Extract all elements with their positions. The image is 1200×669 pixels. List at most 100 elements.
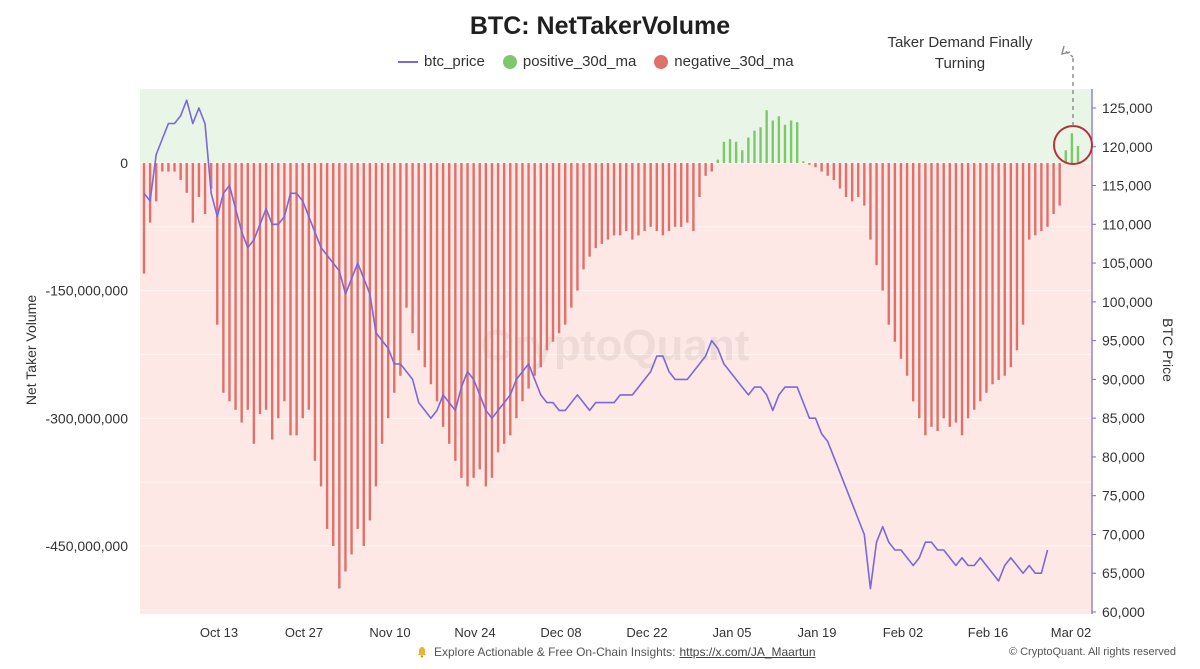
footer-center: Explore Actionable & Free On-Chain Insig… [416, 645, 816, 659]
negative-bar [142, 163, 146, 274]
positive-bar [783, 124, 787, 164]
negative-bar [185, 163, 188, 193]
chart-plot: CryptoQuant 0 -150,000,000 -300,000,000 -45… [45, 45, 1153, 640]
y-axis-right: 60,000 65,000 70,000 75,000 80,000 85,000 90,0… [1092, 100, 1153, 620]
chart-title: BTC: NetTakerVolume [469, 12, 731, 40]
legend-line-icon [398, 60, 418, 63]
positive-bar [728, 139, 732, 164]
negative-bar [399, 163, 402, 376]
negative-bar [301, 163, 304, 419]
positive-bar [1064, 150, 1067, 164]
legend-item-positive[interactable]: positive_30d_ma [502, 53, 636, 70]
x-tick-label: Feb 16 [968, 625, 1008, 640]
negative-bar [1058, 163, 1061, 206]
negative-bar [325, 163, 329, 529]
negative-bar [1040, 163, 1043, 232]
negative-bar [393, 163, 396, 393]
legend-item-btc-price[interactable]: btc_price [398, 53, 485, 70]
negative-bar [899, 163, 903, 359]
positive-bar [759, 127, 762, 164]
negative-bar [161, 163, 164, 172]
y-axis-left: 0 -150,000,000 -300,000,000 -450,000,000 [45, 155, 128, 554]
negative-bar [863, 163, 866, 206]
negative-bar [698, 163, 701, 198]
y-tick-right-label: 75,000 [1102, 488, 1145, 504]
annotation-line-2: Turning [934, 55, 986, 72]
legend-label: btc_price [424, 53, 485, 70]
grid-lines [140, 162, 1092, 611]
negative-bar [222, 163, 225, 393]
negative-bar [1027, 163, 1031, 240]
y-tick-right-label: 90,000 [1102, 371, 1145, 387]
negative-bar [893, 163, 897, 342]
negative-bar [948, 163, 952, 427]
negative-bar [496, 163, 500, 453]
legend: btc_price positive_30d_ma negative_30d_m… [398, 53, 812, 70]
legend-label: negative_30d_ma [674, 53, 794, 70]
negative-bar [557, 163, 561, 334]
negative-bar [435, 163, 439, 402]
negative-bar [264, 163, 268, 410]
negative-bar [234, 163, 237, 410]
negative-bar [936, 163, 939, 432]
positive-bar [734, 141, 738, 164]
negative-bar [918, 163, 921, 419]
negative-bar [380, 163, 384, 444]
negative-bar [600, 163, 604, 244]
footer-link[interactable]: https://x.com/JA_Maartun [679, 645, 816, 659]
negative-bar [551, 163, 555, 342]
negative-bar [521, 163, 524, 402]
negative-bar [564, 163, 567, 325]
y-tick-right-label: 100,000 [1102, 294, 1153, 310]
negative-bar [985, 163, 988, 393]
y-tick-right-label: 120,000 [1102, 139, 1153, 155]
negative-bar [295, 163, 298, 436]
y-tick-right-label: 70,000 [1102, 526, 1145, 542]
negative-bar [533, 163, 536, 376]
legend-item-negative[interactable]: negative_30d_ma [654, 53, 794, 70]
negative-bar [838, 163, 842, 189]
annotation-callout [1053, 45, 1093, 165]
negative-bar [417, 163, 420, 351]
negative-bar [191, 163, 195, 223]
negative-bar [307, 163, 311, 410]
negative-bar [240, 163, 243, 423]
negative-bar [1021, 163, 1025, 325]
y-tick-left-label: -450,000,000 [45, 538, 128, 554]
negative-bar [197, 163, 201, 198]
negative-bar [973, 163, 976, 410]
x-axis: Oct 13 Oct 27 Nov 10 Nov 24 Dec 08 Dec 22 Jan … [200, 625, 1091, 640]
negative-bar [429, 163, 433, 385]
negative-bar [270, 163, 274, 440]
negative-bar [710, 163, 713, 172]
positive-bar [789, 120, 793, 164]
arrow-icon [1061, 45, 1071, 55]
negative-bar [228, 163, 231, 402]
negative-bar [618, 163, 622, 236]
negative-bar [472, 163, 475, 478]
negative-bar [637, 163, 640, 236]
negative-bar [1003, 163, 1006, 376]
bell-icon [417, 647, 427, 658]
negative-bar [411, 163, 414, 334]
negative-bar [960, 163, 964, 436]
negative-bar [344, 163, 347, 572]
negative-bar [905, 163, 909, 376]
y-tick-right-label: 85,000 [1102, 410, 1145, 426]
negative-bar [252, 163, 256, 444]
negative-bar [478, 163, 481, 470]
background-zones [140, 89, 1092, 614]
positive-bar [747, 137, 750, 164]
negative-bar [509, 163, 512, 436]
negative-bar [356, 163, 359, 529]
footer-credit: © CryptoQuant. All rights reserved [1008, 646, 1176, 658]
y-tick-right-label: 110,000 [1102, 216, 1152, 232]
annotation-arrow-tail [1063, 49, 1074, 58]
y-tick-right-label: 125,000 [1102, 100, 1153, 116]
x-tick-label: Jan 05 [712, 625, 751, 640]
negative-bar [545, 163, 549, 351]
x-tick-label: Nov 10 [369, 625, 410, 640]
positive-bar [741, 150, 744, 164]
annotation-line-1: Taker Demand Finally [887, 34, 1033, 51]
positive-bar [771, 120, 774, 164]
